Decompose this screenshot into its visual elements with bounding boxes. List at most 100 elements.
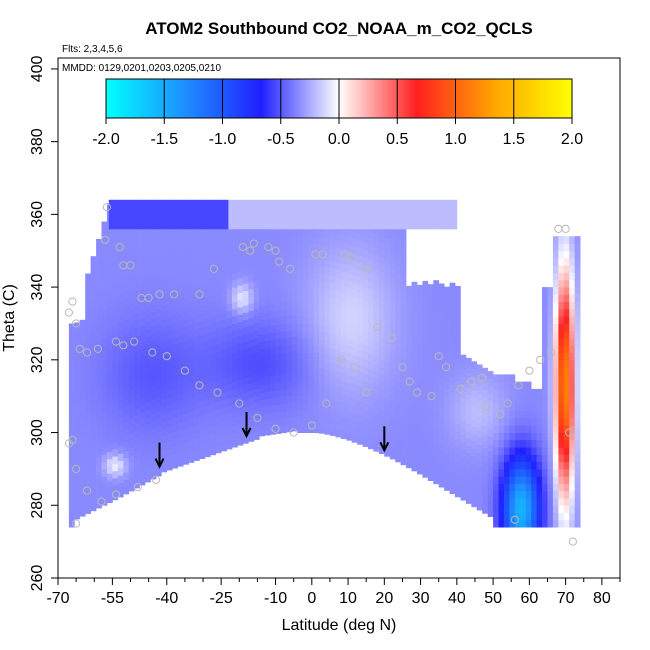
field-cell [329, 319, 336, 327]
field-cell [558, 490, 565, 499]
field-cell [177, 255, 184, 263]
field-cell [204, 442, 211, 450]
field-cell [188, 316, 195, 325]
field-cell [259, 283, 265, 291]
field-cell [259, 406, 265, 415]
field-cell [226, 347, 233, 355]
field-cell [291, 234, 298, 243]
field-cell [427, 415, 434, 423]
field-cell [391, 214, 398, 223]
field-cell [520, 439, 527, 448]
field-cell [547, 461, 554, 470]
field-cell [204, 405, 211, 414]
field-cell [471, 448, 478, 457]
field-cell [552, 316, 559, 324]
field-cell [139, 383, 146, 391]
observation-point [565, 428, 574, 437]
field-cell [547, 410, 554, 419]
field-cell [384, 434, 391, 443]
field-cell [433, 469, 440, 477]
field-cell [155, 257, 162, 266]
field-cell [482, 455, 488, 463]
field-cell [150, 304, 157, 313]
field-cell [291, 271, 298, 279]
field-cell [117, 417, 124, 425]
field-cell [266, 199, 273, 208]
field-cell [264, 340, 271, 349]
field-cell [438, 407, 445, 415]
field-cell [101, 367, 108, 375]
field-cell [226, 376, 233, 384]
field-cell [232, 374, 238, 383]
field-cell [324, 383, 331, 392]
field-cell [232, 272, 238, 281]
field-cell [161, 333, 168, 342]
field-cell [264, 246, 271, 254]
field-cell [90, 452, 97, 461]
field-cell [563, 272, 570, 281]
field-cell [184, 199, 191, 208]
field-cell [101, 439, 108, 448]
field-cell [435, 214, 441, 223]
field-cell [542, 425, 548, 433]
field-cell [504, 505, 510, 513]
field-cell [389, 437, 396, 445]
field-cell [433, 403, 440, 412]
field-cell [125, 214, 131, 223]
field-cell [482, 484, 488, 492]
field-cell [117, 227, 124, 236]
field-cell [435, 221, 441, 230]
field-cell [275, 266, 282, 274]
field-cell [96, 449, 102, 458]
field-cell [172, 460, 178, 469]
field-cell [493, 425, 499, 433]
field-cell [411, 419, 418, 428]
field-cell [308, 396, 314, 404]
field-cell [259, 268, 265, 277]
field-cell [563, 432, 570, 441]
field-cell [406, 438, 412, 447]
field-cell [264, 318, 271, 327]
field-cell [232, 236, 238, 244]
field-cell [324, 303, 331, 312]
field-cell [101, 301, 108, 310]
field-cell [324, 237, 331, 246]
field-cell [128, 229, 135, 237]
field-cell [422, 390, 429, 398]
field-cell [417, 430, 423, 439]
field-cell [514, 476, 521, 484]
field-cell [139, 317, 146, 326]
field-cell [406, 365, 412, 374]
field-cell [400, 290, 407, 298]
field-cell [204, 231, 211, 239]
field-cell [68, 519, 75, 528]
field-cell [96, 282, 102, 291]
field-cell [259, 326, 265, 335]
field-cell [319, 244, 325, 252]
field-cell [145, 452, 151, 461]
field-cell [542, 439, 548, 448]
field-cell [340, 387, 347, 396]
field-cell [378, 271, 385, 280]
field-cell [520, 410, 527, 419]
field-cell [123, 334, 130, 342]
field-cell [498, 381, 505, 390]
field-cell [569, 410, 575, 419]
field-cell [183, 246, 189, 254]
field-cell [293, 214, 300, 223]
field-cell [253, 352, 260, 360]
field-cell [253, 366, 260, 375]
field-cell [259, 363, 265, 371]
field-cell [172, 395, 178, 404]
field-cell [313, 323, 320, 332]
field-cell [206, 207, 213, 215]
field-cell [226, 412, 233, 421]
field-cell [380, 199, 387, 208]
field-cell [558, 483, 565, 492]
field-cell [384, 325, 391, 334]
field-cell [531, 498, 537, 506]
field-cell [514, 505, 521, 513]
field-cell [335, 320, 342, 329]
field-cell [281, 418, 287, 426]
field-cell [74, 351, 81, 360]
